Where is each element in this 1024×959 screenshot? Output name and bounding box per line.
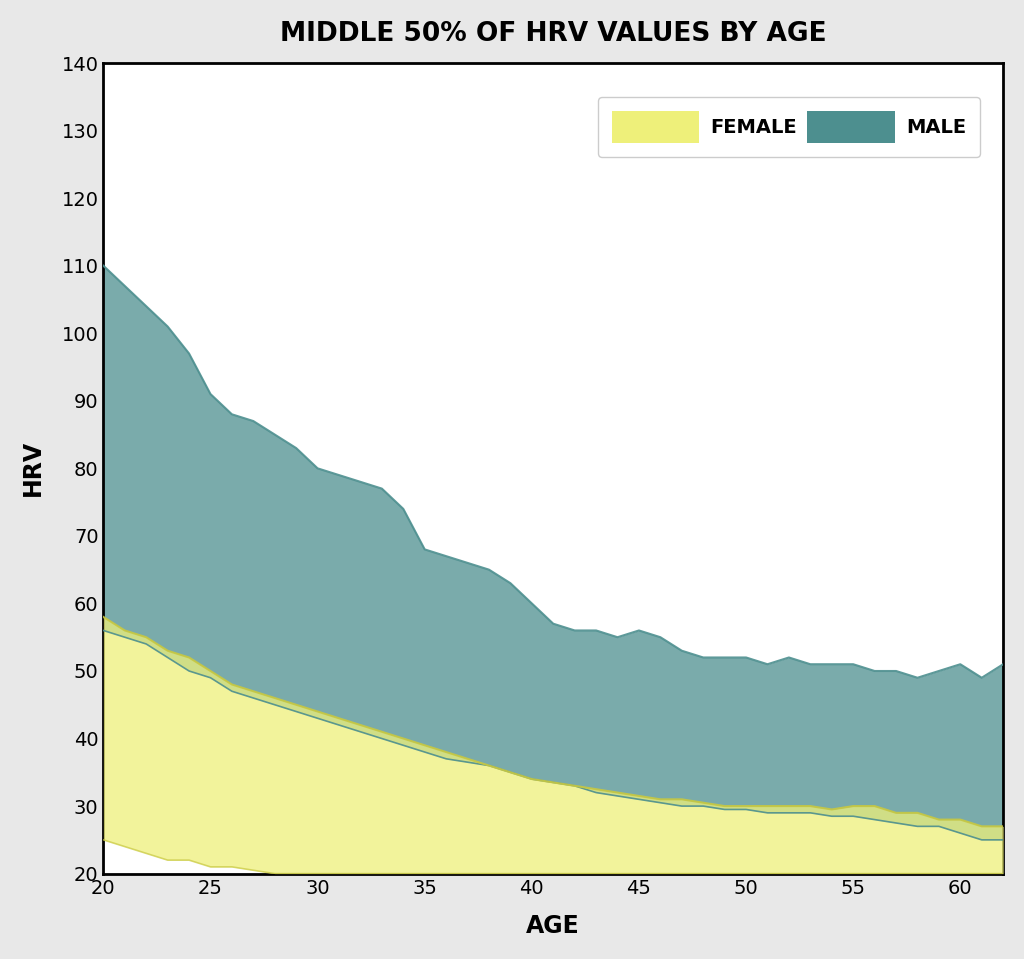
Title: MIDDLE 50% OF HRV VALUES BY AGE: MIDDLE 50% OF HRV VALUES BY AGE (280, 21, 826, 47)
X-axis label: AGE: AGE (526, 914, 581, 938)
Legend: FEMALE, MALE: FEMALE, MALE (598, 97, 980, 157)
Y-axis label: HRV: HRV (20, 440, 45, 497)
